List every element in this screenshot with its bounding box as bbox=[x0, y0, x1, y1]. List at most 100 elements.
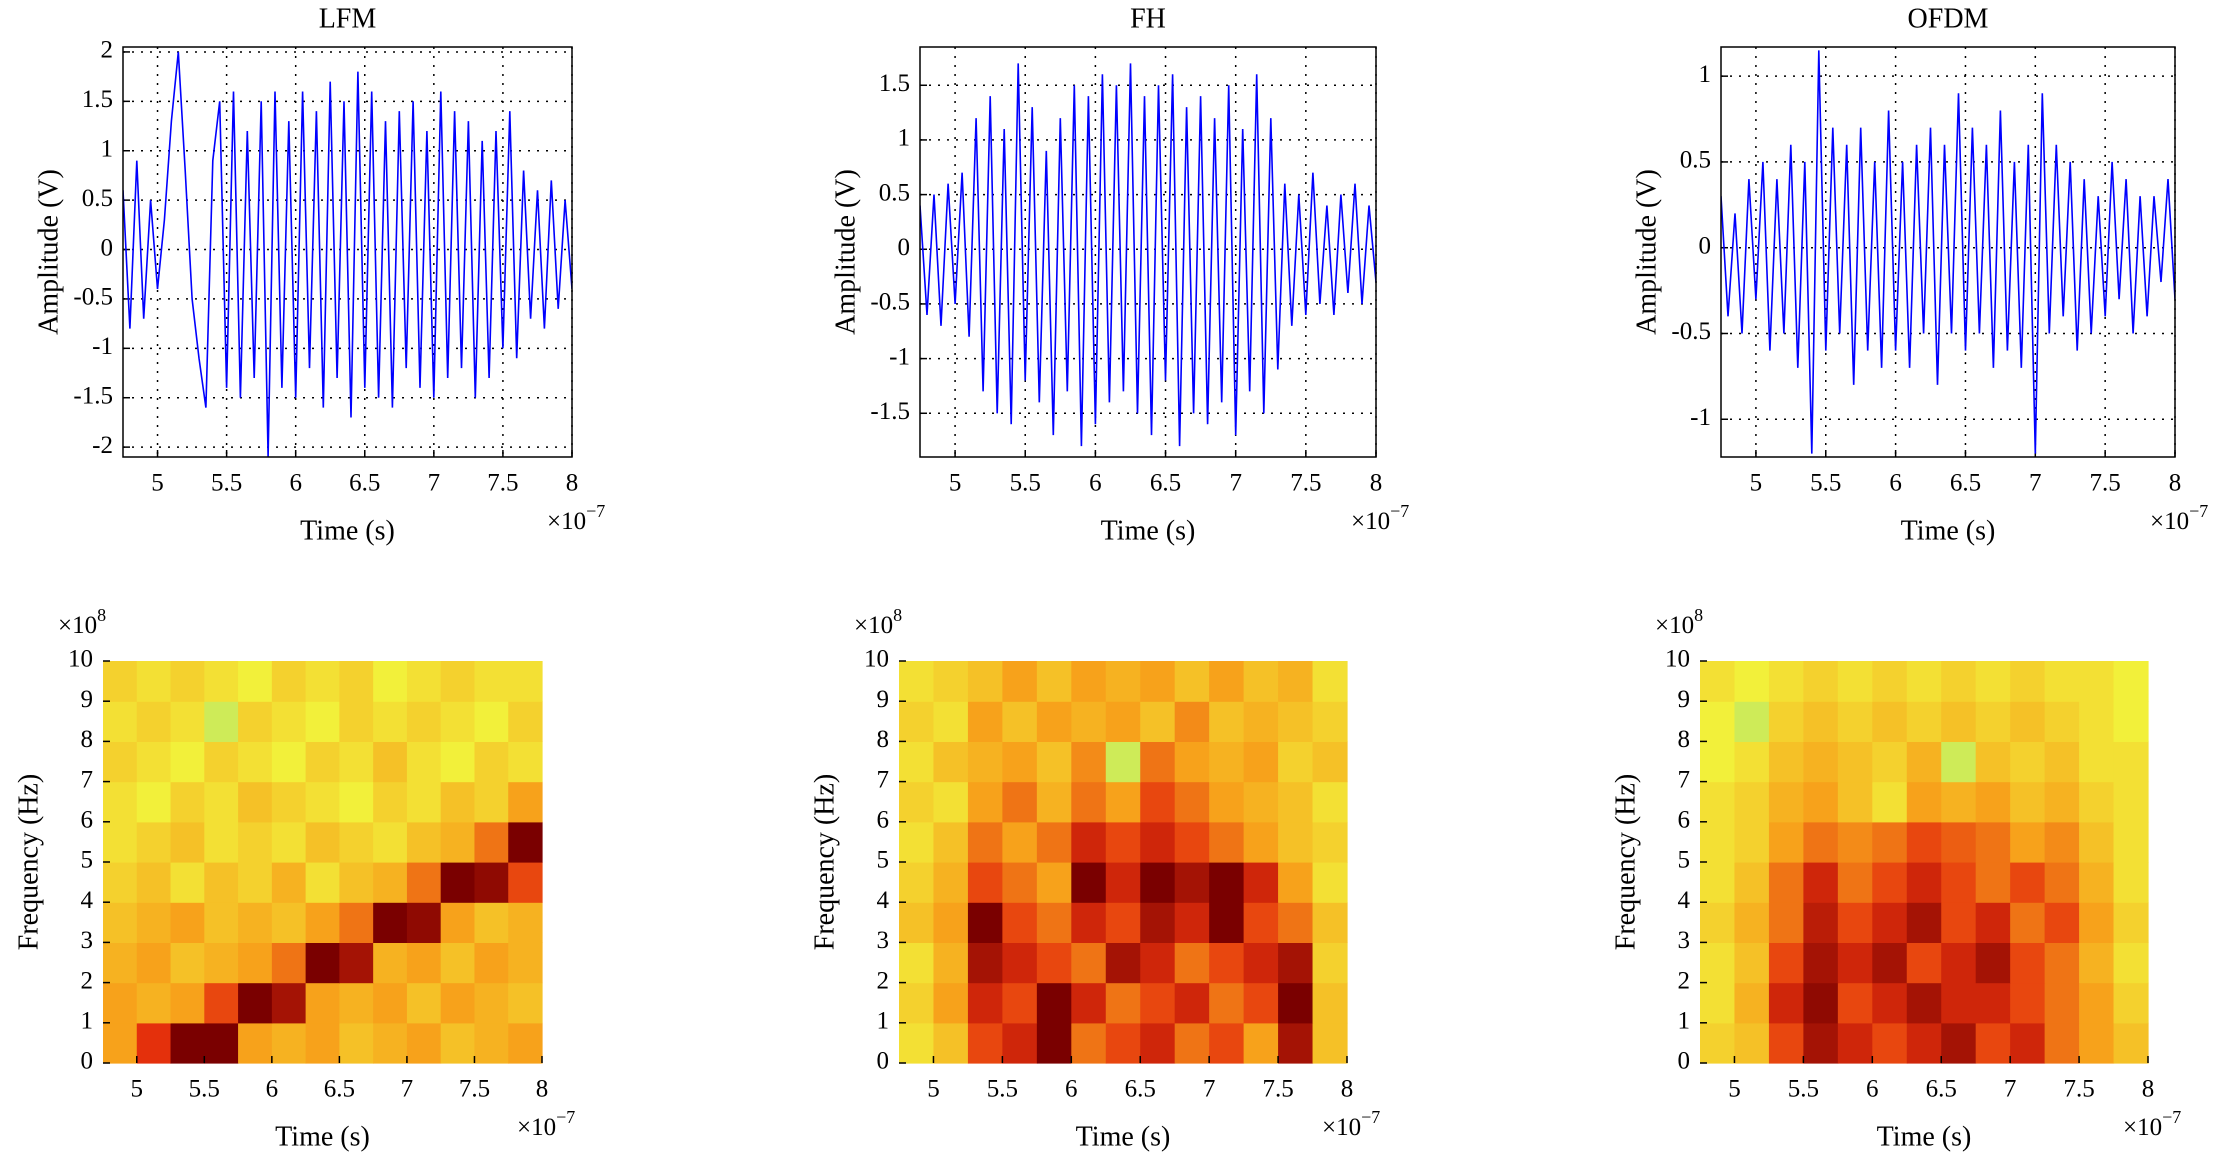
heat-cell bbox=[1734, 661, 1770, 702]
heat-cell bbox=[1002, 741, 1038, 783]
heat-cell bbox=[474, 1022, 509, 1064]
heat-cell bbox=[440, 741, 476, 783]
heat-cell bbox=[2010, 741, 2046, 783]
heat-cell bbox=[967, 781, 1003, 823]
heat-cell bbox=[440, 902, 476, 943]
heat-cell bbox=[1071, 741, 1107, 783]
heat-cell bbox=[1700, 741, 1736, 783]
axis-multiplier: ×10−7 bbox=[1351, 501, 1409, 535]
y-tick-label: 3 bbox=[81, 927, 94, 954]
heat-cell bbox=[305, 942, 340, 984]
heat-cell bbox=[1140, 781, 1176, 823]
heat-cell bbox=[1837, 701, 1873, 742]
heat-cell bbox=[1941, 701, 1977, 742]
heat-cell bbox=[2010, 821, 2046, 863]
heat-cell bbox=[1803, 982, 1839, 1024]
heat-cell bbox=[271, 781, 307, 823]
y-tick-label: 1.5 bbox=[879, 70, 910, 97]
multiplier-exponent: −7 bbox=[2162, 1107, 2181, 1127]
heat-cell bbox=[204, 1022, 239, 1064]
heat-cell bbox=[339, 942, 374, 984]
x-tick-label: 5.5 bbox=[211, 470, 242, 497]
heat-cell bbox=[1002, 661, 1038, 702]
y-axis-label: Frequency (Hz) bbox=[1610, 774, 1641, 950]
heat-cell bbox=[1768, 701, 1804, 742]
heat-cell bbox=[440, 1022, 476, 1064]
y-tick-label: 1 bbox=[1678, 1008, 1691, 1035]
heat-cell bbox=[1071, 781, 1107, 823]
heat-cell bbox=[170, 661, 205, 702]
heat-cell bbox=[1002, 821, 1038, 863]
heat-cell bbox=[1105, 781, 1141, 823]
heat-cell bbox=[1140, 902, 1176, 943]
heat-cell bbox=[933, 942, 969, 984]
heat-cell bbox=[271, 982, 307, 1024]
heat-cell bbox=[339, 821, 374, 863]
heat-cell bbox=[967, 862, 1003, 903]
heat-cell bbox=[508, 942, 543, 984]
heat-cell bbox=[933, 982, 969, 1024]
x-tick-label: 7 bbox=[2029, 470, 2042, 497]
x-tick-label: 8 bbox=[1370, 470, 1383, 497]
heat-cell bbox=[271, 741, 307, 783]
heat-cell bbox=[2113, 1022, 2149, 1064]
heat-cell bbox=[271, 862, 307, 903]
axis-multiplier: ×10−7 bbox=[517, 1107, 575, 1141]
heat-cell bbox=[933, 862, 969, 903]
heat-cell bbox=[2044, 862, 2080, 903]
y-tick-label: 0.5 bbox=[82, 185, 113, 212]
heat-cell bbox=[1872, 781, 1908, 823]
heat-cell bbox=[271, 1022, 307, 1064]
heat-cell bbox=[1837, 1022, 1873, 1064]
axis-multiplier: ×108 bbox=[1655, 605, 1703, 639]
x-tick-label: 7 bbox=[1203, 1076, 1216, 1103]
heat-cell bbox=[305, 1022, 340, 1064]
heat-cell bbox=[440, 942, 476, 984]
heat-cell bbox=[1312, 862, 1348, 903]
heat-cell bbox=[1941, 862, 1977, 903]
heat-cell bbox=[1071, 902, 1107, 943]
heat-cell bbox=[1941, 1022, 1977, 1064]
heat-cell bbox=[1803, 701, 1839, 742]
heat-cell bbox=[899, 701, 935, 742]
y-tick-label: 0 bbox=[81, 1048, 94, 1075]
heat-cell bbox=[508, 1022, 543, 1064]
y-axis-label: Frequency (Hz) bbox=[13, 774, 44, 950]
heat-cell bbox=[1174, 661, 1210, 702]
x-tick-label: 5.5 bbox=[1788, 1076, 1819, 1103]
heat-cell bbox=[1734, 821, 1770, 863]
heat-cell bbox=[2010, 1022, 2046, 1064]
heat-cell bbox=[967, 741, 1003, 783]
heat-cell bbox=[508, 821, 543, 863]
heat-cell bbox=[1278, 701, 1314, 742]
heat-cell bbox=[1906, 821, 1942, 863]
heat-cell bbox=[1941, 982, 1977, 1024]
heat-cell bbox=[2010, 982, 2046, 1024]
heat-cell bbox=[1906, 942, 1942, 984]
heat-cell bbox=[2079, 661, 2115, 702]
heat-cell bbox=[440, 982, 476, 1024]
heat-cell bbox=[1002, 902, 1038, 943]
heat-cell bbox=[1700, 661, 1736, 702]
heat-cell bbox=[1872, 1022, 1908, 1064]
x-tick-label: 5.5 bbox=[1010, 470, 1041, 497]
heat-cell bbox=[899, 661, 935, 702]
heat-cell bbox=[170, 942, 205, 984]
heat-cell bbox=[1941, 902, 1977, 943]
multiplier-base: ×10 bbox=[1655, 612, 1694, 639]
heat-cell bbox=[373, 982, 408, 1024]
heat-cell bbox=[406, 1022, 442, 1064]
heat-cell bbox=[440, 701, 476, 742]
heat-cell bbox=[305, 862, 340, 903]
heat-cell bbox=[2044, 902, 2080, 943]
axis-multiplier: ×10−7 bbox=[2123, 1107, 2181, 1141]
heat-cell bbox=[103, 821, 138, 863]
heat-cell bbox=[1312, 982, 1348, 1024]
y-tick-label: 7 bbox=[877, 766, 890, 793]
x-tick-label: 7.5 bbox=[487, 470, 518, 497]
x-axis-label: Time (s) bbox=[275, 1121, 370, 1152]
heat-cell bbox=[2044, 942, 2080, 984]
heat-cell bbox=[1071, 862, 1107, 903]
heat-cell bbox=[1734, 942, 1770, 984]
axis-multiplier: ×10−7 bbox=[547, 501, 605, 535]
